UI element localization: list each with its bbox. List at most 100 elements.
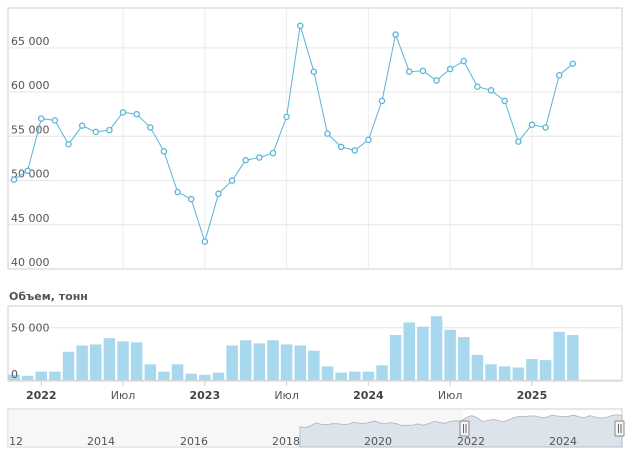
volume-bar [239,340,252,380]
price-point [160,148,168,155]
price-point [78,122,86,129]
price-point [201,238,209,245]
volume-bar [130,342,143,380]
volume-bar [485,364,497,380]
volume-bar [35,371,48,380]
volume-bar [321,366,334,380]
price-point [528,121,536,129]
price-point [351,147,358,154]
volume-bar [567,335,579,380]
volume-bar [294,345,306,380]
volume-bar [335,372,347,380]
price-point [38,115,45,122]
volume-bar [171,364,184,380]
volume-bar [539,360,552,380]
price-point [515,138,522,145]
volume-bar [362,371,375,380]
volume-bar [376,365,388,380]
volume-title: Объем, тонн [9,290,88,303]
volume-y-tick-label: 0 [11,368,18,381]
price-point [419,67,427,75]
volume-panel: 0 50 000 2022 Июл 2023 Июл 2024 Июл 2025 [7,305,623,402]
volume-bar [199,374,211,380]
price-point [501,97,508,105]
price-point [92,128,100,136]
price-point [215,190,222,198]
volume-bar [471,354,484,380]
price-point [147,124,154,131]
navigator-label: 2018 [272,435,300,448]
navigator-axis: 12 2014 2016 2018 2020 2022 2024 [9,435,577,448]
volume-bar [403,322,416,380]
x-tick-label: Июл [274,389,299,402]
volume-bar [117,341,129,380]
volume-y-tick-label: 50 000 [11,322,50,335]
volume-bar [553,331,565,380]
price-y-tick-label: 55 000 [11,123,50,136]
price-point [460,57,468,65]
x-tick-label: Июл [438,389,463,402]
navigator-left-handle-box[interactable] [459,420,470,437]
volume-bar [158,371,170,380]
price-point [337,143,345,151]
x-tick-label: 2024 [353,389,384,402]
volume-bar [185,373,197,380]
price-y-tick-label: 50 000 [11,168,50,181]
price-point [269,149,277,157]
price-point [542,124,549,131]
navigator-right-handle[interactable] [614,420,625,437]
price-point [24,167,31,175]
navigator-label: 2020 [364,435,392,448]
navigator-label: 12 [9,435,23,448]
price-point [474,83,481,90]
navigator-left-handle[interactable] [459,420,470,437]
price-point [365,136,372,144]
volume-bar [349,371,361,380]
x-tick-label: Июл [111,389,136,402]
volume-bar [226,345,238,380]
price-point [228,177,236,184]
price-point [65,141,72,148]
price-point [392,31,399,38]
navigator-label: 2014 [87,435,115,448]
navigator-label: 2016 [180,435,208,448]
price-point [187,195,195,203]
price-point [324,130,331,137]
price-point [256,154,263,161]
price-point [487,87,495,94]
volume-bar [389,335,402,380]
price-point [406,68,413,75]
volume-bar [417,326,429,380]
price-point [119,109,127,116]
volume-bar [144,364,157,380]
price-point [133,110,140,118]
time-x-axis: 2022 Июл 2023 Июл 2024 Июл 2025 [26,381,547,402]
volume-bar [512,367,525,380]
volume-bar [21,375,34,380]
price-point [10,176,18,183]
volume-bar [267,340,279,380]
volume-y-axis: 0 50 000 [11,322,50,381]
price-point [242,156,249,164]
volume-bar [8,374,20,380]
volume-bars [8,316,579,380]
price-point [446,65,454,73]
navigator-label: 2024 [549,435,577,448]
navigator-right-handle-box[interactable] [614,420,625,437]
price-y-tick-label: 45 000 [11,212,50,225]
price-point [106,126,113,134]
volume-bar [458,337,470,380]
price-point [283,113,290,121]
navigator[interactable]: 12 2014 2016 2018 2020 2022 2024 [7,408,625,448]
price-point [310,68,318,75]
volume-bar [90,344,102,380]
price-point [296,22,304,29]
volume-bar [280,344,293,380]
volume-bar [526,359,538,380]
volume-bar [62,351,75,380]
price-points [10,22,577,245]
x-tick-label: 2022 [26,389,57,402]
price-point [555,71,563,79]
x-tick-label: 2023 [190,389,221,402]
